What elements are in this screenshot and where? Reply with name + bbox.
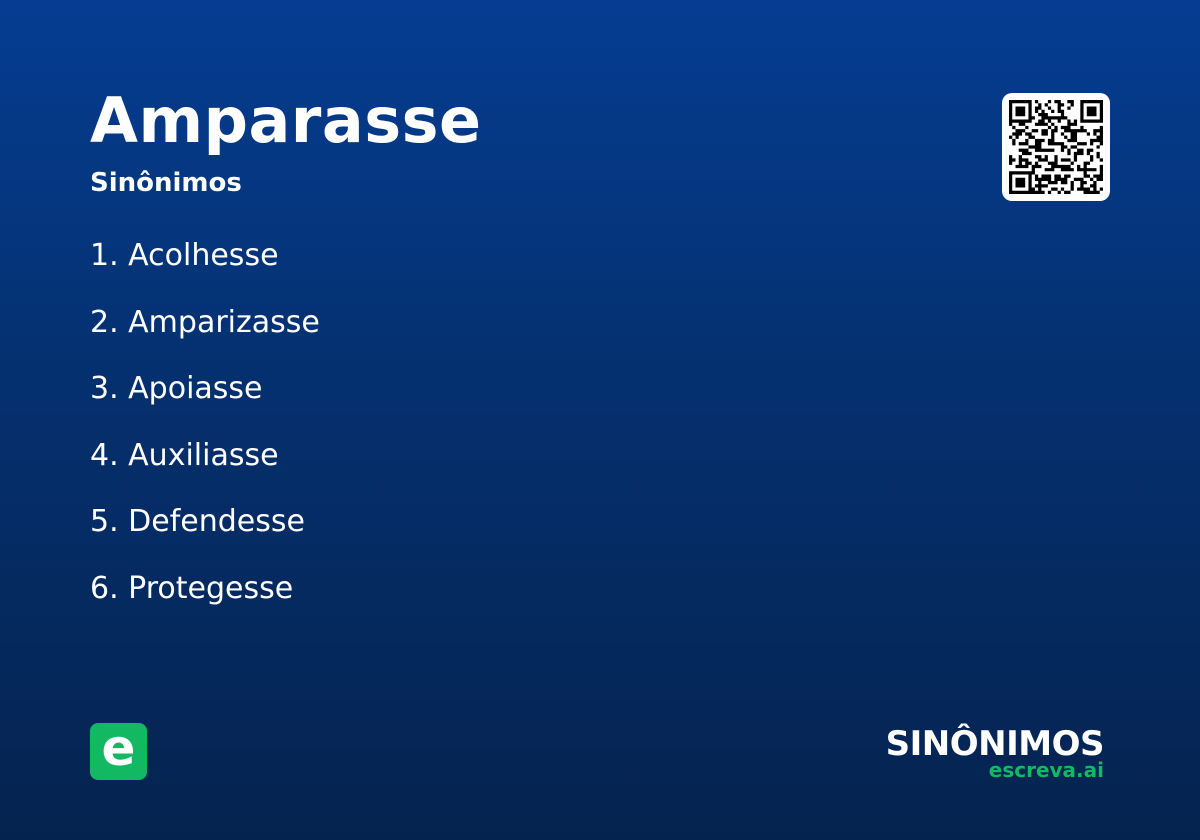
list-item: 3. Apoiasse bbox=[90, 371, 263, 406]
brand-site: escreva.ai bbox=[988, 758, 1104, 782]
page-subtitle: Sinônimos bbox=[90, 168, 242, 198]
brand-logo: SINÔNIMOS escreva.ai bbox=[885, 724, 1105, 782]
escreva-logo: e bbox=[90, 723, 147, 780]
list-item: 6. Protegesse bbox=[90, 570, 294, 606]
list-item: 1. Acolhesse bbox=[90, 238, 279, 273]
page-title: Amparasse bbox=[90, 84, 482, 157]
list-item: 2. Amparizasse bbox=[90, 304, 320, 340]
qr-code-icon[interactable] bbox=[1002, 93, 1110, 201]
qr-pattern bbox=[1009, 100, 1103, 194]
list-item: 5. Defendesse bbox=[90, 504, 305, 539]
brand-name: SINÔNIMOS bbox=[885, 724, 1105, 764]
synonym-list: 1. Acolhesse 2. Amparizasse 3. Apoiasse … bbox=[90, 234, 320, 633]
list-item: 4. Auxiliasse bbox=[90, 437, 279, 473]
